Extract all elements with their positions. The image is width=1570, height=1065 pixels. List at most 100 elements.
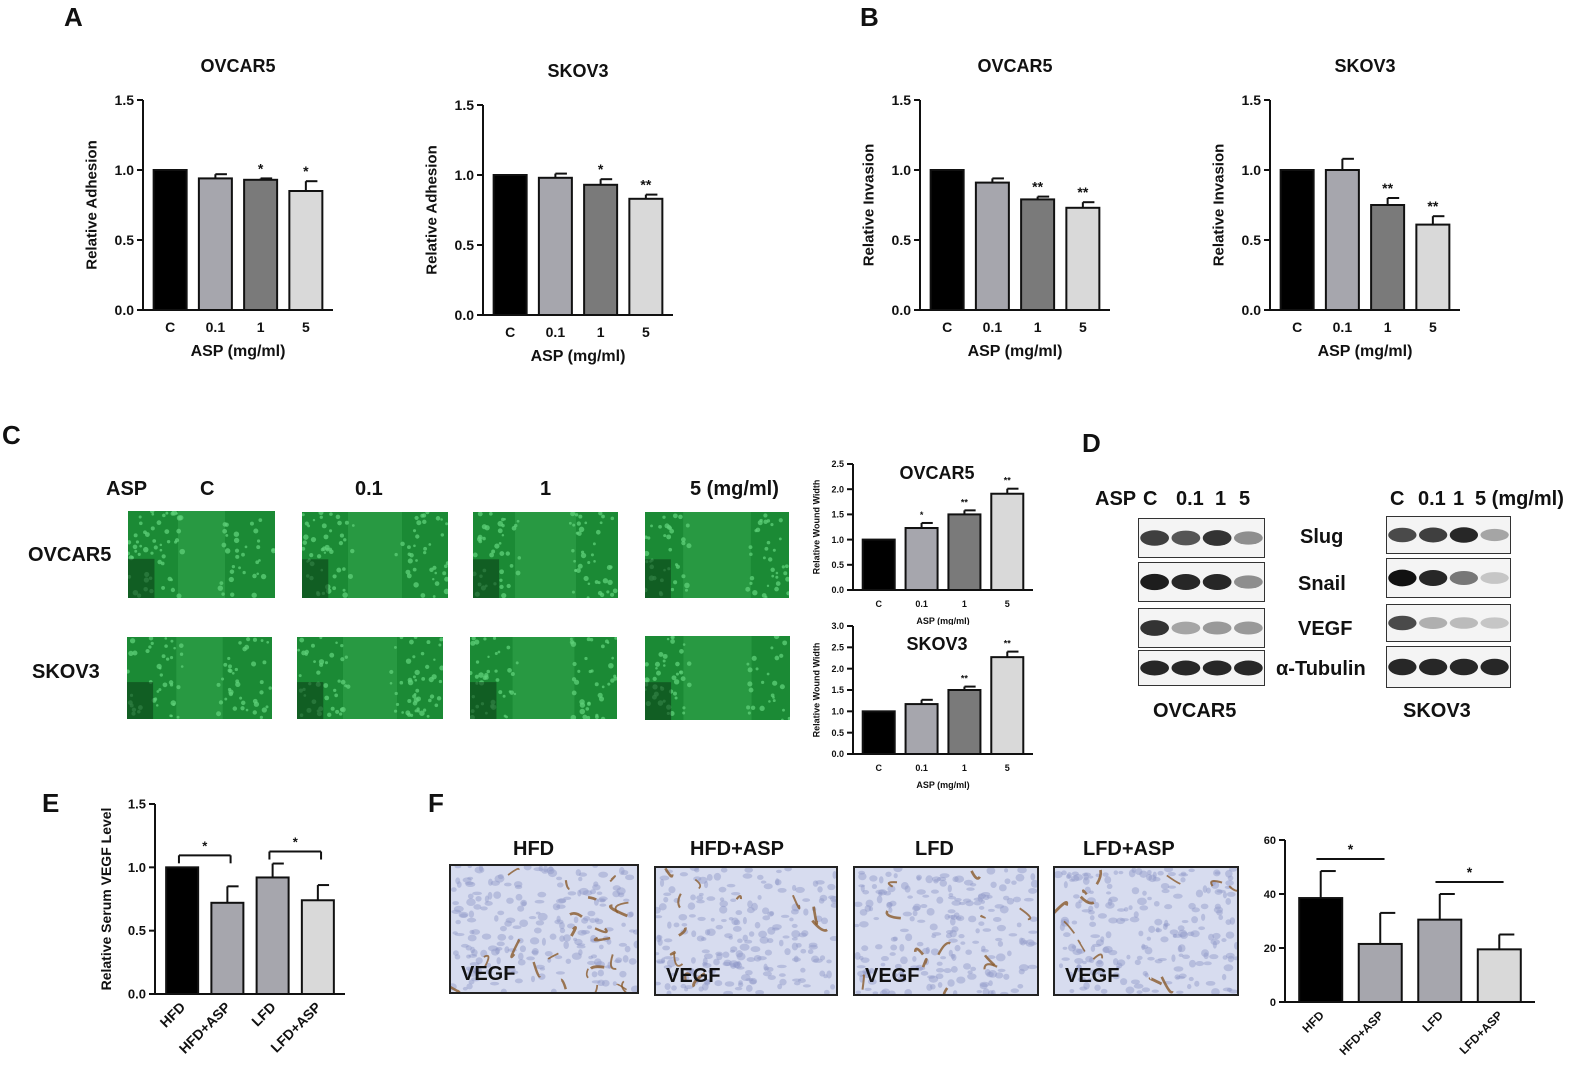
bar-HFD+ASP <box>210 901 245 995</box>
y-tick-label: 0.0 <box>831 749 844 759</box>
panel-c-col-0.1: 0.1 <box>355 478 383 500</box>
x-axis-label: ASP (mg/ml) <box>916 616 969 625</box>
x-tick-label: 1 <box>962 763 967 773</box>
y-axis-label: Relative Wound Width <box>812 480 822 575</box>
y-tick-label: 0.5 <box>128 923 146 938</box>
y-tick-label: 0.0 <box>1242 302 1262 318</box>
panel-d-left-lane-0.1: 0.1 <box>1176 488 1204 510</box>
significance-marker: * <box>920 510 924 520</box>
bar-1 <box>1020 198 1056 311</box>
bar-0.1 <box>974 181 1010 312</box>
y-tick-label: 2.5 <box>831 642 844 652</box>
bar-0.1 <box>1324 169 1360 311</box>
panel-d-cell-ovcar5: OVCAR5 <box>1153 700 1237 722</box>
x-tick-label: 1 <box>962 599 967 609</box>
x-axis-label: ASP (mg/ml) <box>916 780 969 790</box>
bracket-star: * <box>1348 841 1354 857</box>
significance-marker: ** <box>640 177 651 193</box>
x-tick-label: 0.1 <box>546 324 566 340</box>
ihc-stain-label: VEGF <box>666 965 721 987</box>
chart-c-ovcar5-wound: 0.0 0.5 1.0 1.5 2.0 2.5 Relative Wound Width OV… <box>812 459 1033 625</box>
y-tick-label: 1.5 <box>455 97 475 113</box>
chart-title: SKOV3 <box>906 634 967 654</box>
y-axis-label: Relative Adhesion <box>425 145 441 274</box>
x-tick-label: LFD+ASP <box>1457 1008 1506 1057</box>
panel-d-cell-skov3: SKOV3 <box>1403 700 1471 722</box>
y-tick-label: 2.5 <box>831 459 844 469</box>
panel-c-col-c: C <box>200 478 215 500</box>
bar-1 <box>1370 204 1406 311</box>
ihc-stain-label: VEGF <box>1065 965 1120 987</box>
y-tick-label: 1.0 <box>831 706 844 716</box>
chart-title: OVCAR5 <box>899 463 974 483</box>
bar-0.1 <box>537 176 573 316</box>
significance-marker: * <box>258 160 264 176</box>
significance-marker: ** <box>1004 476 1012 486</box>
panel-d-right-lane-0.1: 0.1 <box>1418 488 1446 510</box>
ihc-stain-label: VEGF <box>865 965 920 987</box>
panel-d-asp-label: ASP <box>1095 488 1137 510</box>
y-axis-label: Relative Serum VEGF Level <box>100 808 114 991</box>
panel-d-right-lane-c: C <box>1390 488 1405 510</box>
x-tick-label: 5 <box>1005 763 1010 773</box>
bar-C <box>152 169 188 311</box>
y-tick-label: 20 <box>1264 943 1276 955</box>
micrograph-tile <box>302 512 448 598</box>
y-tick-label: 1.5 <box>831 510 844 520</box>
panel-letter-c: C <box>2 420 21 450</box>
y-tick-label: 1.0 <box>455 167 475 183</box>
x-tick-label: HFD+ASP <box>1337 1008 1387 1058</box>
bar-5 <box>990 656 1025 755</box>
x-tick-label: C <box>875 763 882 773</box>
x-tick-label: C <box>505 324 515 340</box>
bar-1 <box>243 178 279 311</box>
ihc-image-lfd-asp: VEGF <box>1053 866 1239 996</box>
x-tick-label: 0.1 <box>206 319 226 335</box>
x-axis-label: ASP (mg/ml) <box>531 348 626 365</box>
blot-strip <box>1138 562 1265 602</box>
x-tick-label: C <box>1292 319 1302 335</box>
chart-title: OVCAR5 <box>977 56 1052 76</box>
y-tick-label: 0.5 <box>115 232 135 248</box>
x-tick-label: 5 <box>1079 319 1087 335</box>
bar-1 <box>947 513 982 591</box>
blot-strip <box>1138 650 1265 686</box>
bar-LFD <box>255 876 290 995</box>
panel-letter-b: B <box>860 2 879 32</box>
x-tick-label: 5 <box>302 319 310 335</box>
y-tick-label: 0 <box>1270 997 1276 1009</box>
ihc-title-hfd: HFD <box>513 838 555 860</box>
bar-C <box>492 174 528 316</box>
significance-marker: ** <box>1427 198 1438 214</box>
x-tick-label: LFD <box>1419 1008 1446 1035</box>
y-tick-label: 0.0 <box>128 987 146 1002</box>
x-tick-label: 0.1 <box>1333 319 1353 335</box>
bar-5 <box>288 190 324 311</box>
x-tick-label: C <box>875 599 882 609</box>
y-tick-label: 0.0 <box>455 307 475 323</box>
significance-marker: ** <box>961 674 969 684</box>
micrograph-tile <box>645 512 789 598</box>
bar-C <box>861 710 896 756</box>
ihc-image-hfd: VEGF <box>449 864 639 994</box>
x-tick-label: C <box>165 319 175 335</box>
y-axis-label: Relative Adhesion <box>84 140 101 269</box>
y-tick-label: 0.5 <box>831 728 844 738</box>
y-tick-label: 0.0 <box>115 302 135 318</box>
protein-label-vegf: VEGF <box>1298 618 1353 640</box>
x-tick-label: 5 <box>1429 319 1437 335</box>
bar-5 <box>990 492 1025 591</box>
y-tick-label: 40 <box>1264 889 1276 901</box>
chart-a-ovcar5-adhesion: 0.0 0.5 1.0 1.5 Relative Adhesion OVCAR5 C 0.1 *… <box>84 56 333 360</box>
x-tick-label: LFD <box>248 999 279 1030</box>
panel-letter-f: F <box>428 788 444 818</box>
ihc-stain-label: VEGF <box>461 963 516 985</box>
x-tick-label: 1 <box>597 324 605 340</box>
bar-C <box>861 538 896 591</box>
y-tick-label: 2.0 <box>831 484 844 494</box>
significance-marker: ** <box>1004 639 1012 649</box>
x-tick-label: 0.1 <box>915 763 928 773</box>
bar-LFD+ASP <box>1476 948 1522 1003</box>
chart-f-vegf-hscore: 0204060VEGF H-ScoreHFDHFD+ASPLFDLFD+ASP*… <box>1264 835 1535 1058</box>
x-axis-label: ASP (mg/ml) <box>191 343 286 360</box>
